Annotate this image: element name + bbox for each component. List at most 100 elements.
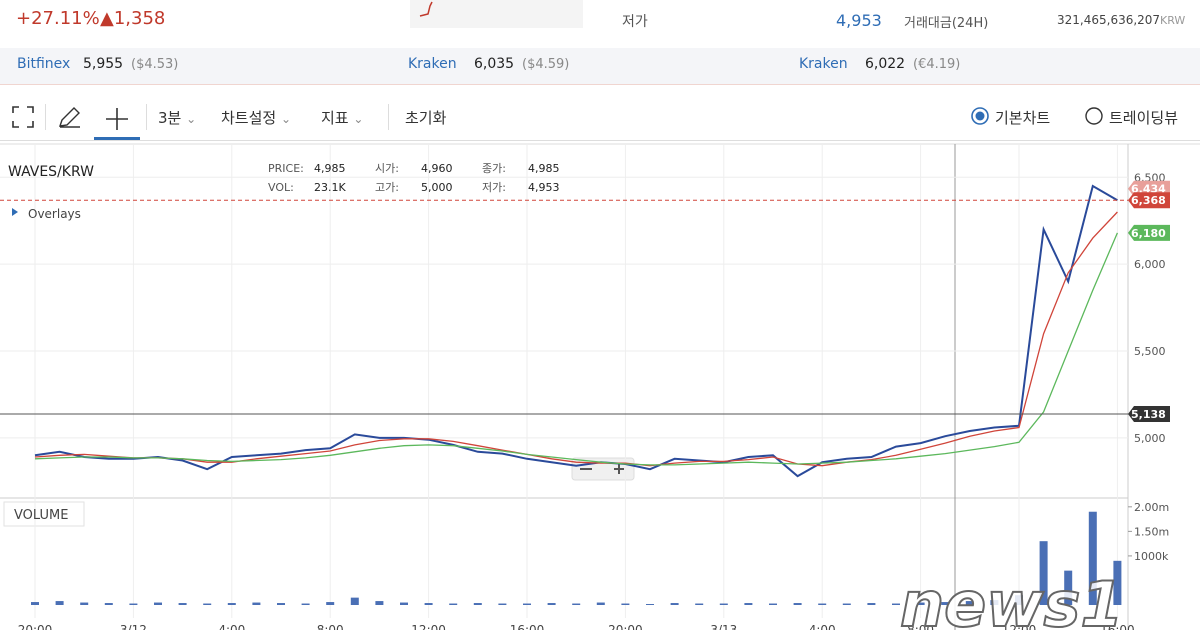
exchange-converted: ($4.53) bbox=[131, 57, 179, 72]
exchange-name: Kraken bbox=[799, 56, 848, 72]
settings-select[interactable]: 차트설정 ⌄ bbox=[221, 109, 292, 127]
crosshair-tool[interactable] bbox=[94, 102, 140, 140]
volume-label-box bbox=[3, 501, 85, 527]
volume-bar bbox=[31, 602, 39, 605]
price-tag bbox=[1128, 224, 1170, 241]
draw-icon[interactable] bbox=[58, 106, 82, 128]
interval-label: 3분 bbox=[158, 109, 182, 127]
volume-bar bbox=[769, 603, 777, 605]
x-tick-label: 4:00 bbox=[218, 623, 245, 630]
volume-bar bbox=[916, 602, 925, 605]
indicator-select[interactable]: 지표 ⌄ bbox=[321, 109, 364, 127]
y-tick-label: 1.50m bbox=[1134, 525, 1169, 538]
info-value: 4,985 bbox=[314, 162, 346, 175]
reset-button[interactable]: 초기화 bbox=[405, 109, 447, 127]
volume-bar bbox=[646, 604, 654, 605]
x-tick-label: 20:00 bbox=[608, 623, 643, 630]
exchange-price: 6,035 bbox=[474, 56, 515, 72]
info-value: 4,985 bbox=[528, 162, 560, 175]
volume-bar bbox=[719, 603, 728, 605]
volume-value: 321,465,636,207 bbox=[1057, 13, 1161, 27]
y-tick-label: 5,500 bbox=[1134, 345, 1166, 358]
volume-bar bbox=[498, 603, 507, 605]
sparkline bbox=[419, 1, 433, 17]
exchange-name: Bitfinex bbox=[17, 56, 71, 72]
info-value: 4,960 bbox=[421, 162, 453, 175]
y-tick-label: 2.00m bbox=[1134, 501, 1169, 514]
volume-bar bbox=[129, 603, 138, 605]
chart-option[interactable]: 기본차트 bbox=[995, 109, 1051, 127]
volume-bar bbox=[523, 603, 531, 605]
price-tag bbox=[1128, 405, 1170, 422]
volume-bar bbox=[1064, 570, 1073, 605]
volume-bar bbox=[941, 602, 950, 605]
volume-bar bbox=[252, 602, 261, 605]
chart-option[interactable]: 트레이딩뷰 bbox=[1109, 109, 1179, 127]
volume-bar bbox=[990, 600, 999, 605]
price-line bbox=[34, 232, 1118, 466]
x-tick-label: 20:00 bbox=[18, 623, 53, 630]
volume-bar bbox=[621, 603, 630, 605]
volume-bar bbox=[203, 603, 212, 605]
settings-label: 차트설정 bbox=[221, 109, 277, 127]
fullscreen-icon[interactable] bbox=[12, 106, 34, 128]
volume-bar bbox=[965, 601, 974, 605]
info-value: 23.1K bbox=[314, 181, 346, 194]
volume-bar bbox=[596, 602, 605, 605]
volume-bar bbox=[55, 601, 64, 605]
volume-bar bbox=[400, 602, 408, 605]
x-tick-label: 8:00 bbox=[317, 623, 344, 630]
volume-bar bbox=[178, 603, 187, 605]
volume-title: VOLUME bbox=[14, 508, 68, 523]
exchange-converted: ($4.59) bbox=[522, 57, 570, 72]
info-label: VOL: bbox=[268, 181, 294, 194]
x-tick-label: 4:00 bbox=[809, 623, 836, 630]
volume-bar bbox=[473, 603, 482, 605]
info-value: 4,953 bbox=[528, 181, 560, 194]
x-tick-label: 3/12 bbox=[120, 623, 147, 630]
zoom-control[interactable] bbox=[571, 457, 635, 481]
interval-select[interactable]: 3분 ⌄ bbox=[158, 109, 197, 127]
price-line bbox=[34, 184, 1118, 478]
y-tick-label: 5,000 bbox=[1134, 432, 1166, 445]
x-tick-label: 12:00 bbox=[411, 623, 446, 630]
price-tag-label: 5,138 bbox=[1131, 408, 1166, 421]
y-tick-label: 6,000 bbox=[1134, 258, 1166, 271]
overlays-label: Overlays bbox=[28, 207, 81, 221]
radio-unselected[interactable] bbox=[1084, 106, 1104, 126]
volume-bar bbox=[1039, 541, 1048, 605]
x-tick-label: 12:00 bbox=[1002, 623, 1037, 630]
ticker-header: +27.11% ▲1,358 저가 4,953 거래대금(24H) 321,46… bbox=[0, 0, 1200, 44]
x-tick-label: 16:00 bbox=[1100, 623, 1135, 630]
volume-unit: KRW bbox=[1160, 14, 1186, 27]
volume-bar bbox=[154, 602, 162, 605]
volume-bar bbox=[793, 603, 802, 605]
toolbar: 3분 ⌄ 차트설정 ⌄ 지표 ⌄ 초기화 기본차트 트레이딩뷰 bbox=[0, 94, 1200, 141]
watermark: news1 bbox=[900, 568, 1124, 630]
change-percent: +27.11% bbox=[16, 8, 100, 29]
sparkline-box bbox=[410, 0, 583, 28]
volume-bar bbox=[842, 603, 851, 605]
volume-bar bbox=[572, 603, 581, 605]
volume-bar bbox=[818, 603, 827, 605]
low-value: 4,953 bbox=[836, 11, 882, 30]
exchange-converted: (€4.19) bbox=[913, 57, 961, 72]
volume-bar bbox=[547, 603, 556, 605]
info-value: 5,000 bbox=[421, 181, 453, 194]
volume-label: 거래대금(24H) bbox=[904, 16, 989, 31]
price-tag bbox=[1128, 192, 1170, 209]
volume-bar bbox=[301, 603, 310, 605]
change-amount: ▲1,358 bbox=[100, 8, 166, 29]
volume-bar bbox=[1088, 511, 1097, 605]
info-label: 종가: bbox=[482, 162, 506, 175]
volume-bar bbox=[326, 602, 335, 605]
price-tag-label: 6,180 bbox=[1131, 227, 1166, 240]
radio-selected[interactable] bbox=[970, 106, 990, 126]
exchange-price: 6,022 bbox=[865, 56, 906, 72]
info-label: 저가: bbox=[482, 181, 506, 194]
symbol: WAVES/KRW bbox=[8, 164, 94, 180]
volume-bar bbox=[449, 603, 458, 605]
volume-bar bbox=[104, 603, 113, 605]
